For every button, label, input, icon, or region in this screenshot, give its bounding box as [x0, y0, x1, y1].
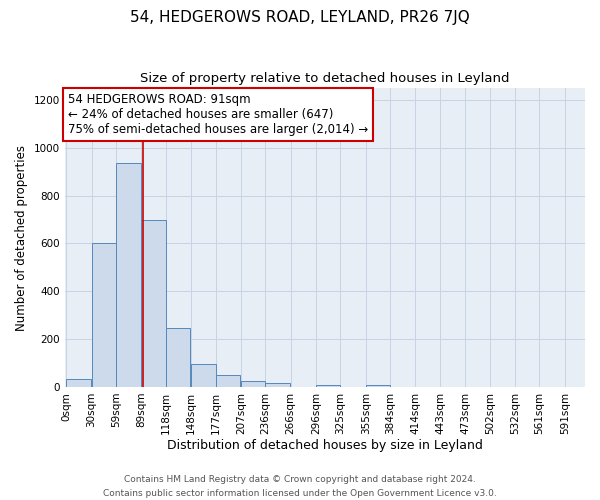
Text: 54 HEDGEROWS ROAD: 91sqm
← 24% of detached houses are smaller (647)
75% of semi-: 54 HEDGEROWS ROAD: 91sqm ← 24% of detach… — [68, 93, 368, 136]
Bar — [265, 383, 290, 387]
Text: Contains HM Land Registry data © Crown copyright and database right 2024.
Contai: Contains HM Land Registry data © Crown c… — [103, 476, 497, 498]
Bar — [92, 244, 116, 387]
Text: 54, HEDGEROWS ROAD, LEYLAND, PR26 7JQ: 54, HEDGEROWS ROAD, LEYLAND, PR26 7JQ — [130, 10, 470, 25]
Bar — [67, 378, 91, 387]
Y-axis label: Number of detached properties: Number of detached properties — [15, 144, 28, 330]
Bar — [142, 220, 166, 387]
Bar — [166, 328, 190, 387]
Bar — [316, 384, 340, 387]
Bar — [215, 374, 240, 387]
X-axis label: Distribution of detached houses by size in Leyland: Distribution of detached houses by size … — [167, 440, 483, 452]
Bar — [191, 364, 215, 387]
Bar — [366, 384, 390, 387]
Title: Size of property relative to detached houses in Leyland: Size of property relative to detached ho… — [140, 72, 509, 86]
Bar — [241, 380, 265, 387]
Bar — [116, 164, 140, 387]
